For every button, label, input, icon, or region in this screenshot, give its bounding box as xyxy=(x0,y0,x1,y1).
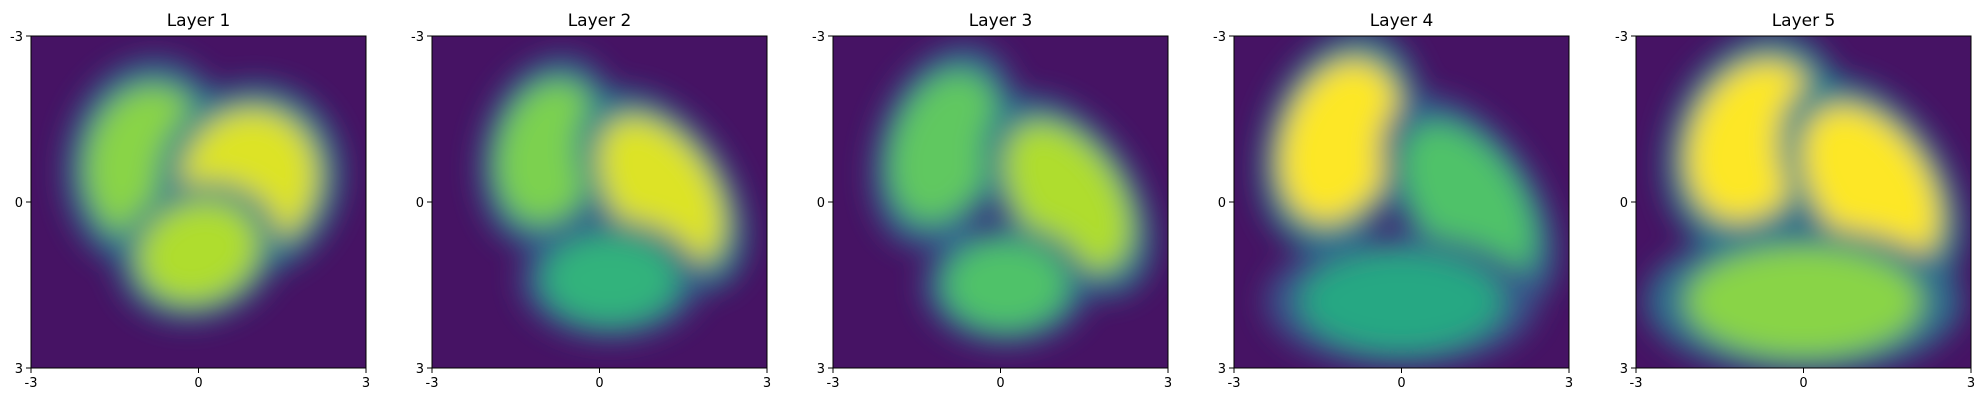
x-tick-label: 3 xyxy=(763,376,771,391)
y-tick-label: 3 xyxy=(1620,362,1628,377)
y-tick-label: 3 xyxy=(1218,362,1226,377)
x-tick-label: -3 xyxy=(827,376,840,391)
heatmap-area xyxy=(432,36,767,368)
panel-title: Layer 5 xyxy=(1772,11,1836,31)
panel-title: Layer 2 xyxy=(568,11,632,31)
y-tick-label: 3 xyxy=(15,362,23,377)
heatmap-blob xyxy=(944,240,1068,330)
panel-title: Layer 3 xyxy=(969,11,1033,31)
heatmap-blob xyxy=(497,81,602,223)
x-tick-label: 0 xyxy=(996,376,1004,391)
x-tick-label: -3 xyxy=(1630,376,1643,391)
y-tick-label: 0 xyxy=(817,196,825,211)
y-tick-label: 0 xyxy=(416,196,424,211)
panel-5: Layer 5-3 0 3-303 xyxy=(1615,11,1975,391)
heatmap-area xyxy=(833,36,1168,368)
heatmap-blob xyxy=(1802,106,1939,265)
y-tick-label: -3 xyxy=(812,30,825,45)
x-tick-label: 0 xyxy=(194,376,202,391)
y-tick-label: -3 xyxy=(411,30,424,45)
heatmap-area xyxy=(1636,36,1971,368)
x-tick-label: 3 xyxy=(1967,376,1975,391)
x-tick-label: -3 xyxy=(1228,376,1241,391)
heatmap-blob xyxy=(1280,60,1400,222)
panel-title: Layer 4 xyxy=(1370,11,1434,31)
heatmap-blob xyxy=(1686,246,1921,357)
heatmap-blob xyxy=(138,200,259,304)
heatmap-area xyxy=(1234,36,1569,368)
heatmap-blob xyxy=(1301,251,1502,352)
x-tick-label: 3 xyxy=(1565,376,1573,391)
panel-3: Layer 3-3 0 3-303 xyxy=(812,11,1172,391)
x-tick-label: 0 xyxy=(1799,376,1807,391)
x-tick-label: -3 xyxy=(25,376,38,391)
x-tick-label: 3 xyxy=(362,376,370,391)
heatmap-area xyxy=(31,36,366,368)
heatmap-blob xyxy=(890,71,999,222)
x-tick-label: 3 xyxy=(1164,376,1172,391)
y-tick-label: 0 xyxy=(1218,196,1226,211)
panel-4: Layer 4-3 0 3-303 xyxy=(1213,11,1573,391)
y-tick-label: -3 xyxy=(10,30,23,45)
y-tick-label: 0 xyxy=(1620,196,1628,211)
x-tick-label: -3 xyxy=(426,376,439,391)
y-tick-label: -3 xyxy=(1213,30,1226,45)
x-tick-label: 0 xyxy=(1397,376,1405,391)
y-tick-label: 3 xyxy=(416,362,424,377)
panel-1: Layer 1-3 0 3-303 xyxy=(10,11,370,391)
y-tick-label: 0 xyxy=(15,196,23,211)
y-tick-label: 3 xyxy=(817,362,825,377)
panel-2: Layer 2-3 0 3-303 xyxy=(411,11,771,391)
panel-title: Layer 1 xyxy=(167,11,231,31)
x-tick-label: 0 xyxy=(595,376,603,391)
y-tick-label: -3 xyxy=(1615,30,1628,45)
heatmap-blob xyxy=(543,235,678,324)
